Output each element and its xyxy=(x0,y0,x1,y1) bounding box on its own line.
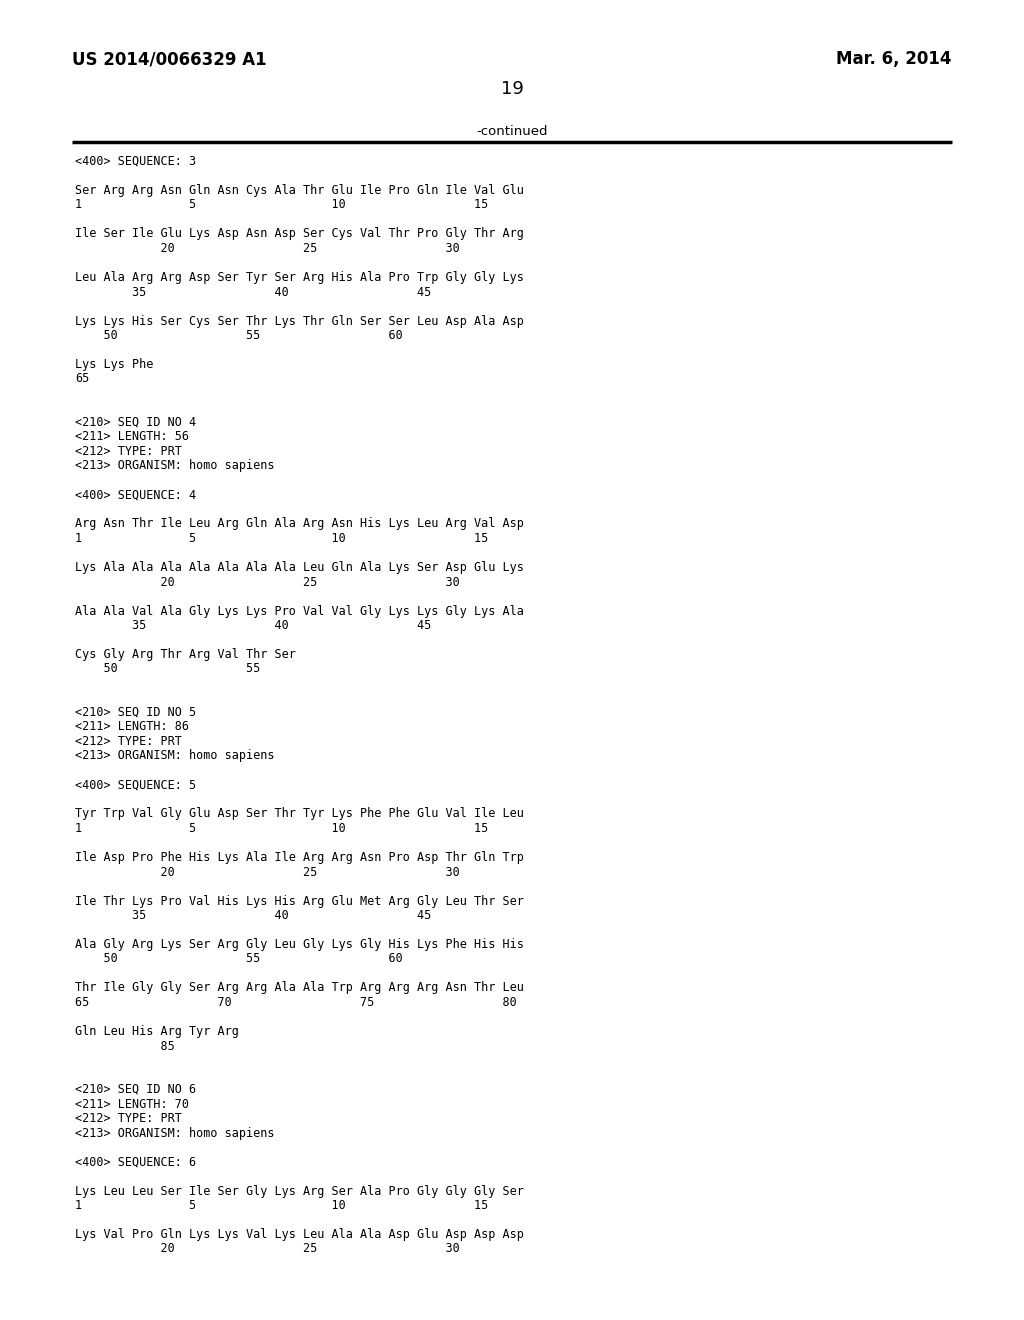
Text: 50                  55: 50 55 xyxy=(75,663,260,676)
Text: Gln Leu His Arg Tyr Arg: Gln Leu His Arg Tyr Arg xyxy=(75,1026,239,1038)
Text: Lys Ala Ala Ala Ala Ala Ala Ala Leu Gln Ala Lys Ser Asp Glu Lys: Lys Ala Ala Ala Ala Ala Ala Ala Leu Gln … xyxy=(75,561,524,574)
Text: Ile Ser Ile Glu Lys Asp Asn Asp Ser Cys Val Thr Pro Gly Thr Arg: Ile Ser Ile Glu Lys Asp Asn Asp Ser Cys … xyxy=(75,227,524,240)
Text: Ile Asp Pro Phe His Lys Ala Ile Arg Arg Asn Pro Asp Thr Gln Trp: Ile Asp Pro Phe His Lys Ala Ile Arg Arg … xyxy=(75,851,524,865)
Text: Lys Lys His Ser Cys Ser Thr Lys Thr Gln Ser Ser Leu Asp Ala Asp: Lys Lys His Ser Cys Ser Thr Lys Thr Gln … xyxy=(75,314,524,327)
Text: 65                  70                  75                  80: 65 70 75 80 xyxy=(75,997,517,1008)
Text: 50                  55                  60: 50 55 60 xyxy=(75,953,402,965)
Text: <211> LENGTH: 56: <211> LENGTH: 56 xyxy=(75,430,189,444)
Text: Lys Leu Leu Ser Ile Ser Gly Lys Arg Ser Ala Pro Gly Gly Gly Ser: Lys Leu Leu Ser Ile Ser Gly Lys Arg Ser … xyxy=(75,1184,524,1197)
Text: 1               5                   10                  15: 1 5 10 15 xyxy=(75,822,488,836)
Text: <400> SEQUENCE: 6: <400> SEQUENCE: 6 xyxy=(75,1155,197,1168)
Text: <213> ORGANISM: homo sapiens: <213> ORGANISM: homo sapiens xyxy=(75,1126,274,1139)
Text: Tyr Trp Val Gly Glu Asp Ser Thr Tyr Lys Phe Phe Glu Val Ile Leu: Tyr Trp Val Gly Glu Asp Ser Thr Tyr Lys … xyxy=(75,808,524,821)
Text: -continued: -continued xyxy=(476,125,548,139)
Text: Lys Val Pro Gln Lys Lys Val Lys Leu Ala Ala Asp Glu Asp Asp Asp: Lys Val Pro Gln Lys Lys Val Lys Leu Ala … xyxy=(75,1228,524,1241)
Text: <211> LENGTH: 70: <211> LENGTH: 70 xyxy=(75,1097,189,1110)
Text: Ser Arg Arg Asn Gln Asn Cys Ala Thr Glu Ile Pro Gln Ile Val Glu: Ser Arg Arg Asn Gln Asn Cys Ala Thr Glu … xyxy=(75,183,524,197)
Text: <212> TYPE: PRT: <212> TYPE: PRT xyxy=(75,445,182,458)
Text: <210> SEQ ID NO 5: <210> SEQ ID NO 5 xyxy=(75,706,197,719)
Text: 50                  55                  60: 50 55 60 xyxy=(75,329,402,342)
Text: 20                  25                  30: 20 25 30 xyxy=(75,242,460,255)
Text: <210> SEQ ID NO 4: <210> SEQ ID NO 4 xyxy=(75,416,197,429)
Text: Thr Ile Gly Gly Ser Arg Arg Ala Ala Trp Arg Arg Arg Asn Thr Leu: Thr Ile Gly Gly Ser Arg Arg Ala Ala Trp … xyxy=(75,982,524,994)
Text: Ala Ala Val Ala Gly Lys Lys Pro Val Val Gly Lys Lys Gly Lys Ala: Ala Ala Val Ala Gly Lys Lys Pro Val Val … xyxy=(75,605,524,618)
Text: <211> LENGTH: 86: <211> LENGTH: 86 xyxy=(75,721,189,734)
Text: Leu Ala Arg Arg Asp Ser Tyr Ser Arg His Ala Pro Trp Gly Gly Lys: Leu Ala Arg Arg Asp Ser Tyr Ser Arg His … xyxy=(75,271,524,284)
Text: <213> ORGANISM: homo sapiens: <213> ORGANISM: homo sapiens xyxy=(75,459,274,473)
Text: 1               5                   10                  15: 1 5 10 15 xyxy=(75,198,488,211)
Text: Arg Asn Thr Ile Leu Arg Gln Ala Arg Asn His Lys Leu Arg Val Asp: Arg Asn Thr Ile Leu Arg Gln Ala Arg Asn … xyxy=(75,517,524,531)
Text: <210> SEQ ID NO 6: <210> SEQ ID NO 6 xyxy=(75,1082,197,1096)
Text: 20                  25                  30: 20 25 30 xyxy=(75,1242,460,1255)
Text: 35                  40                  45: 35 40 45 xyxy=(75,619,431,632)
Text: Ala Gly Arg Lys Ser Arg Gly Leu Gly Lys Gly His Lys Phe His His: Ala Gly Arg Lys Ser Arg Gly Leu Gly Lys … xyxy=(75,939,524,950)
Text: Mar. 6, 2014: Mar. 6, 2014 xyxy=(837,50,952,69)
Text: <400> SEQUENCE: 5: <400> SEQUENCE: 5 xyxy=(75,779,197,792)
Text: Lys Lys Phe: Lys Lys Phe xyxy=(75,358,154,371)
Text: 20                  25                  30: 20 25 30 xyxy=(75,866,460,879)
Text: US 2014/0066329 A1: US 2014/0066329 A1 xyxy=(72,50,266,69)
Text: 35                  40                  45: 35 40 45 xyxy=(75,285,431,298)
Text: 85: 85 xyxy=(75,1040,175,1052)
Text: <212> TYPE: PRT: <212> TYPE: PRT xyxy=(75,1111,182,1125)
Text: Ile Thr Lys Pro Val His Lys His Arg Glu Met Arg Gly Leu Thr Ser: Ile Thr Lys Pro Val His Lys His Arg Glu … xyxy=(75,895,524,908)
Text: <212> TYPE: PRT: <212> TYPE: PRT xyxy=(75,735,182,748)
Text: 65: 65 xyxy=(75,372,89,385)
Text: <213> ORGANISM: homo sapiens: <213> ORGANISM: homo sapiens xyxy=(75,750,274,763)
Text: 35                  40                  45: 35 40 45 xyxy=(75,909,431,921)
Text: 1               5                   10                  15: 1 5 10 15 xyxy=(75,532,488,545)
Text: <400> SEQUENCE: 4: <400> SEQUENCE: 4 xyxy=(75,488,197,502)
Text: 20                  25                  30: 20 25 30 xyxy=(75,576,460,589)
Text: Cys Gly Arg Thr Arg Val Thr Ser: Cys Gly Arg Thr Arg Val Thr Ser xyxy=(75,648,296,661)
Text: <400> SEQUENCE: 3: <400> SEQUENCE: 3 xyxy=(75,154,197,168)
Text: 1               5                   10                  15: 1 5 10 15 xyxy=(75,1199,488,1212)
Text: 19: 19 xyxy=(501,81,523,98)
